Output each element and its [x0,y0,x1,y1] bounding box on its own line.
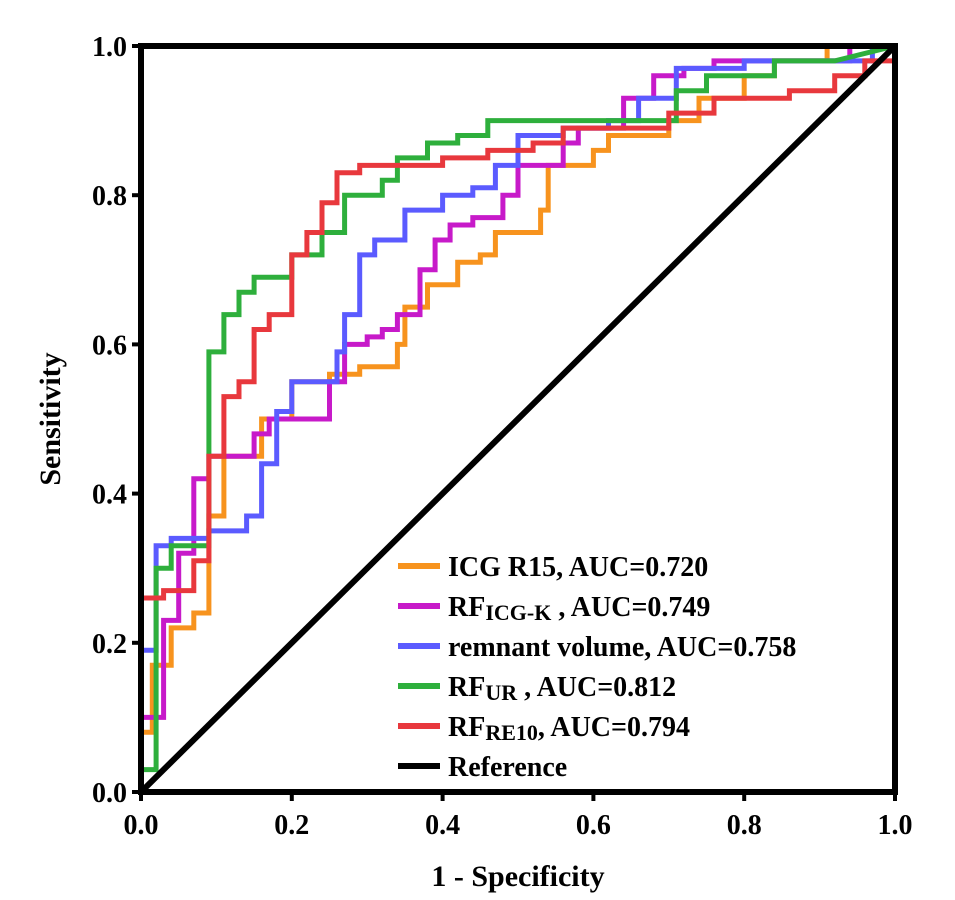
x-axis-title: 1 - Specificity [431,860,604,893]
legend-subscript-text: ICG-K [485,600,551,625]
legend-auc-text: , AUC=0.794 [538,712,690,743]
series-line-icg-r15 [138,43,895,792]
y-axis-title: Sensitivity [34,352,67,485]
x-tick-label: 0.4 [425,810,460,841]
legend-label-remnant-volume: remnant volume, AUC=0.758 [448,632,796,663]
legend-auc-text: , AUC=0.749 [551,592,710,623]
legend-auc-text: , AUC=0.812 [517,672,676,703]
legend-main-text: Reference [448,752,567,783]
legend-auc-text: , AUC=0.758 [644,632,796,663]
legend-label-rf-icg-k: RFICG-K , AUC=0.749 [448,592,710,625]
legend-main-text: RF [448,712,485,743]
legend-label-rf-ur: RFUR , AUC=0.812 [448,672,676,705]
series-line-reference [138,43,898,795]
y-tick-label: 0.2 [92,629,127,660]
x-tick-label: 0.2 [274,810,309,841]
legend-main-text: remnant volume [448,632,644,663]
legend-subscript-text: UR [485,680,518,705]
legend-main-text: ICG R15 [448,552,556,583]
y-axis-ticks: 0.0 0.2 0.4 0.6 0.8 1.0 [92,32,141,809]
x-tick-label: 0.0 [124,810,159,841]
y-tick-label: 0.8 [92,181,127,212]
legend-label-icg-r15: ICG R15, AUC=0.720 [448,552,708,583]
x-axis-ticks: 0.0 0.2 0.4 0.6 0.8 1.0 [124,792,913,841]
series-line-remnant-volume [138,43,895,792]
roc-curves [138,43,898,795]
y-tick-label: 0.6 [92,330,127,361]
legend-main-text: RF [448,592,485,623]
plot-frame [138,43,898,795]
x-tick-label: 0.8 [727,810,762,841]
legend-main-text: RF [448,672,485,703]
series-line-rf-re10 [138,46,898,792]
legend-label-rf-re10: RFRE10, AUC=0.794 [448,712,690,745]
y-tick-label: 0.0 [92,778,127,809]
legend-label-reference: Reference [448,752,567,783]
y-tick-label: 0.4 [92,480,127,511]
legend-auc-text: , AUC=0.720 [556,552,708,583]
x-tick-label: 0.6 [576,810,611,841]
y-tick-label: 1.0 [92,32,127,63]
legend-subscript-text: RE10 [485,720,538,745]
x-tick-label: 1.0 [878,810,913,841]
